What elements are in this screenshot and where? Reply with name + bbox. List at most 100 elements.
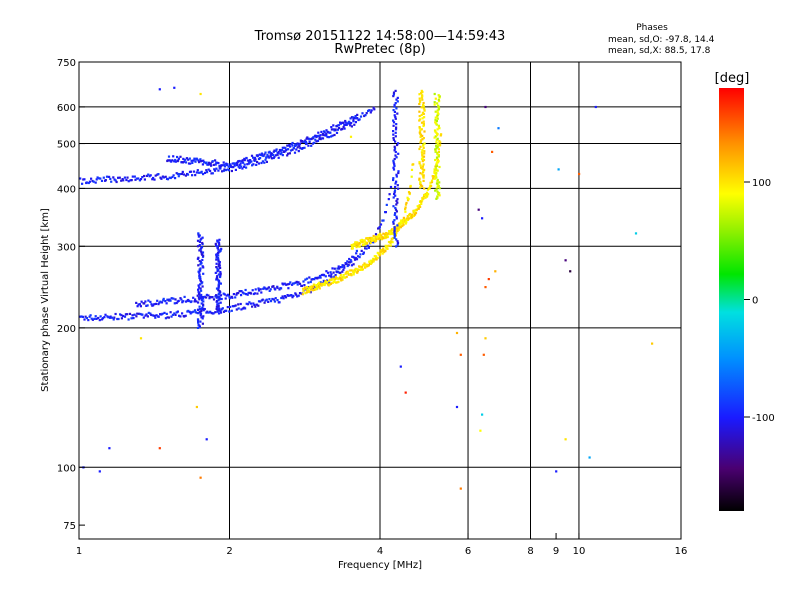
data-point <box>276 299 279 302</box>
data-point <box>354 115 357 118</box>
data-point <box>216 310 219 313</box>
data-point <box>372 260 375 263</box>
data-point <box>422 143 425 146</box>
data-point <box>354 121 357 124</box>
data-point <box>174 158 177 162</box>
data-point <box>494 270 497 273</box>
data-point <box>333 279 336 282</box>
data-point <box>214 242 217 245</box>
data-point <box>437 94 440 97</box>
data-point <box>340 121 343 125</box>
data-point <box>393 110 396 113</box>
data-point <box>323 274 326 277</box>
data-point <box>356 241 359 244</box>
data-point <box>346 271 350 274</box>
data-point <box>228 295 231 298</box>
data-point <box>401 224 404 227</box>
data-point <box>395 210 398 213</box>
data-point <box>219 301 222 304</box>
data-point <box>350 260 353 263</box>
data-point <box>287 148 290 151</box>
data-point <box>422 122 425 125</box>
data-point <box>197 290 200 293</box>
data-point <box>260 152 263 155</box>
data-point <box>395 107 398 110</box>
data-point <box>263 301 266 304</box>
data-point <box>246 163 249 166</box>
data-point <box>82 178 85 181</box>
data-point <box>188 299 191 303</box>
data-point <box>81 182 84 185</box>
data-point <box>352 273 355 276</box>
data-point <box>384 244 387 247</box>
data-point <box>285 148 288 151</box>
data-point <box>382 249 385 252</box>
data-point <box>188 157 191 160</box>
data-point <box>202 303 205 306</box>
data-point <box>418 99 422 102</box>
data-point <box>422 104 425 107</box>
data-point <box>393 145 396 148</box>
data-point <box>397 152 400 155</box>
data-point <box>197 256 200 259</box>
data-point <box>396 240 399 243</box>
data-point <box>341 264 344 267</box>
data-point <box>440 133 443 136</box>
data-point <box>199 158 202 161</box>
data-point <box>422 101 425 105</box>
data-point <box>85 317 88 320</box>
data-point <box>397 142 400 145</box>
data-point <box>185 157 188 160</box>
data-point <box>438 127 441 130</box>
data-point <box>396 198 399 201</box>
data-point <box>123 315 127 318</box>
data-point <box>256 160 259 164</box>
data-point <box>309 285 312 289</box>
data-point <box>406 218 410 221</box>
data-point <box>203 295 206 298</box>
data-point <box>286 144 289 147</box>
data-point <box>217 302 220 305</box>
data-point <box>418 102 421 106</box>
data-point <box>594 105 597 109</box>
data-point <box>172 297 175 300</box>
data-point <box>418 115 421 118</box>
data-point <box>95 317 98 320</box>
data-point <box>390 229 393 232</box>
data-point <box>109 177 112 180</box>
data-point <box>215 167 218 170</box>
data-point <box>198 244 201 247</box>
data-point <box>173 302 176 305</box>
x-tick-label: 10 <box>573 546 586 557</box>
data-point <box>430 179 434 182</box>
data-point <box>354 270 357 273</box>
data-point <box>310 285 313 288</box>
colorbar-ticks: 100 0 -100 <box>744 178 775 424</box>
data-point <box>397 187 400 190</box>
data-point <box>184 158 187 161</box>
data-point <box>310 144 313 147</box>
data-point <box>275 148 278 151</box>
data-point <box>379 232 382 235</box>
data-point <box>281 295 284 298</box>
data-point <box>200 237 203 240</box>
data-point <box>257 162 260 165</box>
data-point <box>213 168 216 171</box>
data-point <box>241 307 245 310</box>
data-point <box>237 160 240 163</box>
data-point <box>243 292 246 295</box>
data-point <box>394 185 397 189</box>
colorbar: [deg] 100 0 -100 <box>715 71 775 511</box>
data-point <box>198 298 201 301</box>
data-point <box>355 258 359 261</box>
data-point <box>419 180 422 184</box>
data-point <box>361 112 364 115</box>
data-point <box>394 117 397 120</box>
data-point <box>110 180 113 183</box>
data-point <box>139 312 142 316</box>
data-point <box>421 134 424 137</box>
data-point <box>215 258 218 261</box>
data-point <box>329 271 332 274</box>
data-point <box>202 272 205 275</box>
data-point <box>437 150 440 154</box>
